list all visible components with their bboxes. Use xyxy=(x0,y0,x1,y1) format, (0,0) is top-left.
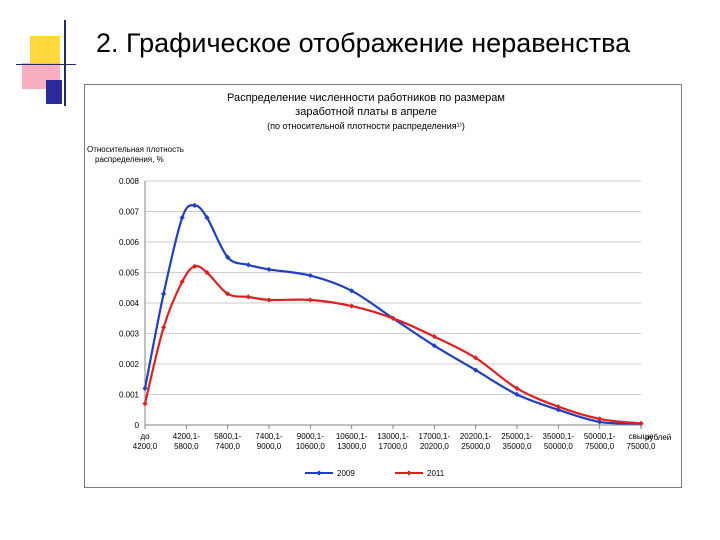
y-axis-label-line1: Относительная плотность xyxy=(87,145,184,154)
line-chart: Распределение численности работников по … xyxy=(87,92,671,478)
x-tick-label-line2: 10600,0 xyxy=(296,442,325,451)
y-tick-label: 0.006 xyxy=(119,238,140,247)
legend-marker-2011 xyxy=(406,470,412,476)
data-point-2011 xyxy=(431,333,437,340)
x-tick-label-line1: 50000,1- xyxy=(584,432,616,441)
chart-subtitle: (по относительной плотности распределени… xyxy=(267,121,465,131)
slide-title: 2. Графическое отображение неравенства xyxy=(96,28,631,58)
x-tick-label-line1: 9000,1- xyxy=(297,432,324,441)
data-point-2009 xyxy=(349,288,355,294)
chart-title-line2: заработной платы в апреле xyxy=(295,106,437,118)
data-point-2009 xyxy=(555,407,561,413)
x-tick-label-line2: 5800,0 xyxy=(174,442,199,451)
x-tick-label-line1: 20200,1- xyxy=(460,432,492,441)
x-tick-label-line1: 13000,1- xyxy=(377,432,409,441)
series-layer xyxy=(142,202,644,427)
y-tick-label: 0.002 xyxy=(119,360,140,369)
data-point-2009 xyxy=(473,367,479,373)
x-tick-label-line2: 20200,0 xyxy=(420,442,449,451)
axis-layer: 0 0.001 0.002 0.003 0.004 0.005 0.006 0.007 0.00… xyxy=(119,177,656,451)
data-point-2009 xyxy=(431,343,437,349)
data-point-2011 xyxy=(555,404,561,410)
decor-blue-square xyxy=(46,80,62,104)
chart-frame: Распределение численности работников по … xyxy=(84,84,682,488)
data-point-2009 xyxy=(225,254,231,260)
data-point-2009 xyxy=(179,215,185,221)
x-tick-label-line2: 17000,0 xyxy=(379,442,408,451)
y-axis-label-line2: распределения, % xyxy=(95,155,164,164)
x-tick-label-line1: 10600,1- xyxy=(336,432,368,441)
data-point-2011 xyxy=(514,385,520,391)
x-tick-label-line1: 4200,1- xyxy=(173,432,200,441)
data-point-2011 xyxy=(245,294,251,300)
data-point-2011 xyxy=(307,297,313,303)
x-tick-label-line1: 7400,1- xyxy=(255,432,282,441)
grid-layer xyxy=(145,180,641,426)
x-tick-label-line2: 25000,0 xyxy=(461,442,490,451)
x-tick-label-line2: 9000,0 xyxy=(257,442,282,451)
y-tick-label: 0.008 xyxy=(119,177,140,186)
legend-label-2009: 2009 xyxy=(337,469,355,478)
x-tick-label-line1: 35000,1- xyxy=(543,432,575,441)
data-point-2009 xyxy=(266,266,272,273)
data-point-2011 xyxy=(597,416,603,422)
x-tick-label-line2: 13000,0 xyxy=(337,442,366,451)
y-tick-label: 0.001 xyxy=(119,391,140,400)
decor-vertical-line xyxy=(64,20,66,106)
y-tick-label: 0 xyxy=(135,421,140,430)
x-tick-label-line1: до xyxy=(140,432,150,441)
decor-yellow-square xyxy=(30,36,60,64)
data-point-2011 xyxy=(142,401,148,407)
x-tick-label-line2: 75000,0 xyxy=(627,442,656,451)
x-tick-label-line1: 5800,1- xyxy=(214,432,241,441)
data-point-2009 xyxy=(161,291,167,297)
series-line-2011 xyxy=(143,264,642,425)
data-point-2009 xyxy=(245,262,251,268)
x-tick-label-line2: 7400,0 xyxy=(215,442,240,451)
data-point-2011 xyxy=(266,297,272,303)
y-tick-label: 0.007 xyxy=(119,208,140,217)
x-tick-label-line2: 4200,0 xyxy=(133,442,158,451)
data-point-2011 xyxy=(161,324,167,330)
x-tick-label-line2: 50000,0 xyxy=(544,442,573,451)
series-line-2009 xyxy=(143,204,642,425)
chart-title-line1: Распределение численности работников по … xyxy=(227,92,505,104)
x-tick-label-line2: 35000,0 xyxy=(503,442,532,451)
x-tick-label-line1: 17000,1- xyxy=(419,432,451,441)
x-tick-label-line2: 75000,0 xyxy=(585,442,614,451)
data-point-2011 xyxy=(638,420,644,427)
decor-horizontal-line xyxy=(16,64,76,65)
legend-label-2011: 2011 xyxy=(427,469,445,478)
y-tick-label: 0.005 xyxy=(119,269,140,278)
y-tick-label: 0.004 xyxy=(119,299,140,308)
data-point-2009 xyxy=(192,202,198,208)
x-tick-label-line1: 25000,1- xyxy=(501,432,533,441)
x-tick-label-line1: свыше xyxy=(629,432,654,441)
data-point-2011 xyxy=(349,303,355,309)
data-point-2011 xyxy=(390,315,396,321)
data-point-2009 xyxy=(307,272,313,279)
data-point-2009 xyxy=(514,391,520,398)
data-point-2009 xyxy=(597,419,603,425)
data-point-2009 xyxy=(204,215,210,221)
legend-marker-2009 xyxy=(316,470,322,476)
legend: 2009 2011 xyxy=(305,469,445,478)
data-point-2011 xyxy=(473,355,479,361)
data-point-2009 xyxy=(142,385,148,391)
data-point-2011 xyxy=(204,269,210,276)
x-axis-unit: рублей xyxy=(645,433,671,442)
y-tick-label: 0.003 xyxy=(119,330,140,339)
